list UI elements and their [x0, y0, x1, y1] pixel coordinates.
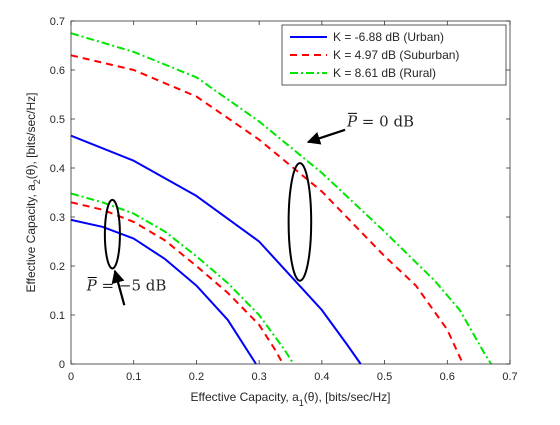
annotation-symbol: P: [86, 277, 98, 295]
y-axis-label-sub: 2: [32, 179, 42, 184]
x-tick-label: 0: [68, 371, 74, 383]
x-tick-label: 0.3: [251, 371, 266, 383]
series-line-2-0: [70, 192, 295, 365]
series-line-2-1: [70, 32, 493, 365]
x-axis-label: Effective Capacity, a1(θ), [bits/sec/Hz]: [191, 390, 391, 408]
y-axis-label: Effective Capacity, a2(θ), [bits/sec/Hz]: [24, 93, 42, 293]
y-tick-label: 0.2: [50, 261, 65, 273]
y-tick-label: 0.3: [50, 212, 65, 224]
series-line-0-0: [70, 218, 257, 365]
ticks-layer: 0 0.1 0.2 0.3 0.4 0.5 0.6 0.7 0 0.1 0.2 0.3 0.4 0.5 0.…: [50, 16, 518, 383]
legend-label: K = 4.97 dB (Suburban): [333, 48, 459, 62]
annotation-value: = 0 dB: [357, 112, 414, 130]
annotation-text: P = 0 dB: [346, 112, 414, 130]
x-tick-label: 0.6: [440, 371, 455, 383]
annotation-value: = −5 dB: [97, 277, 167, 295]
annotation-layer: P = 0 dBP = −5 dB: [86, 112, 414, 306]
series-layer: [70, 32, 493, 365]
x-axis-label-sub: 1: [299, 398, 304, 408]
annotation-text: P = −5 dB: [86, 277, 167, 295]
annotation-arrow: [306, 128, 346, 145]
y-tick-label: 0: [59, 359, 65, 371]
x-tick-label: 0.4: [314, 371, 329, 383]
x-tick-label: 0.2: [189, 371, 204, 383]
series-line-1-1: [70, 54, 464, 365]
plot-frame: [70, 20, 511, 365]
x-tick-label: 0.5: [377, 371, 392, 383]
y-tick-label: 0.6: [50, 65, 65, 77]
legend: K = -6.88 dB (Urban) K = 4.97 dB (Suburba…: [281, 24, 507, 86]
y-tick-label: 0.5: [50, 114, 65, 126]
annotation-arrow: [111, 269, 126, 306]
x-tick-label: 0.7: [502, 371, 517, 383]
y-tick-label: 0.4: [50, 163, 65, 175]
annotation-ellipse: [287, 162, 313, 282]
y-tick-label: 0.7: [50, 16, 65, 28]
x-tick-label: 0.1: [126, 371, 141, 383]
legend-label: K = -6.88 dB (Urban): [333, 30, 444, 44]
series-line-0-1: [70, 134, 362, 365]
annotation-ellipse: [103, 198, 121, 270]
legend-label: K = 8.61 dB (Rural): [333, 66, 436, 80]
annotation-symbol: P: [346, 112, 358, 130]
y-tick-label: 0.1: [50, 310, 65, 322]
